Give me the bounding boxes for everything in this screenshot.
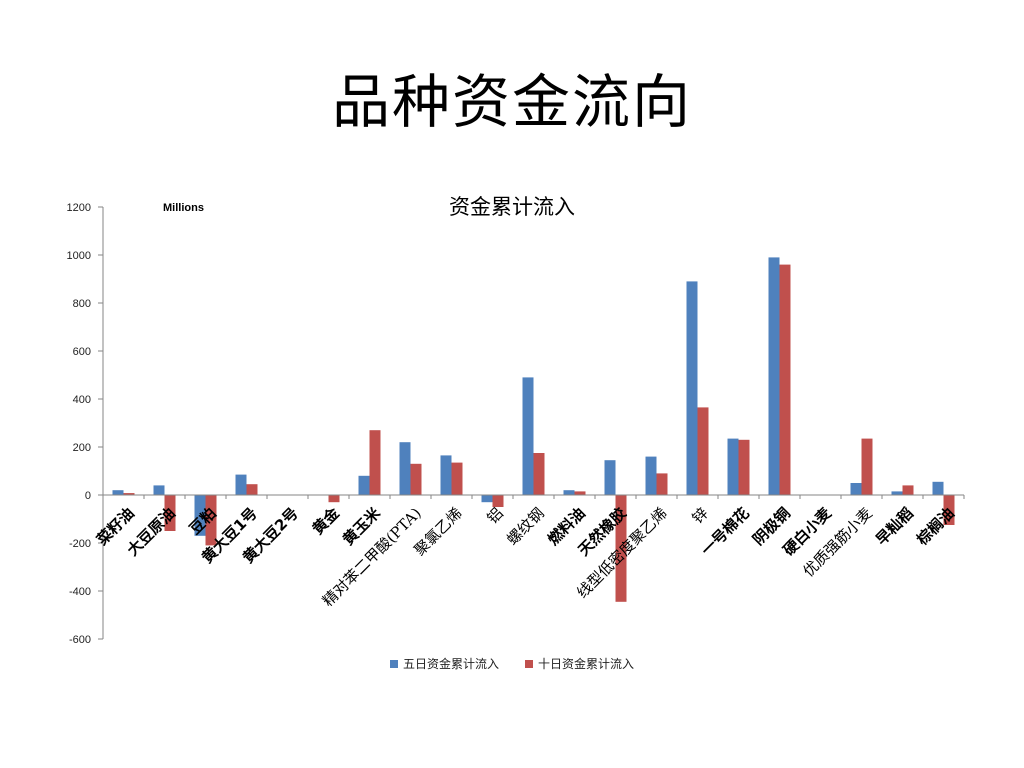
bar-ten-day	[738, 439, 750, 495]
chart-title: 资金累计流入	[449, 195, 575, 219]
bar-five-day	[194, 495, 206, 536]
bar-five-day	[686, 281, 698, 495]
bar-five-day	[235, 474, 247, 495]
x-category-label: 螺纹钢	[503, 504, 548, 549]
unit-label: Millions	[163, 202, 204, 214]
chart-legend: 五日资金累计流入 十日资金累计流入	[0, 655, 1024, 672]
bar-five-day	[522, 377, 534, 495]
bar-ten-day	[861, 438, 873, 495]
slide-title: 品种资金流向	[331, 68, 692, 136]
y-tick-label: -200	[69, 538, 91, 550]
bar-ten-day	[246, 484, 258, 495]
bar-five-day	[727, 438, 739, 495]
bar-ten-day	[902, 485, 914, 495]
bar-ten-day	[615, 495, 627, 602]
legend-label-ten-day: 十日资金累计流入	[538, 657, 635, 671]
legend-swatch-ten-day	[525, 659, 533, 668]
y-tick-label: 800	[73, 298, 91, 310]
y-tick-label: 0	[85, 490, 91, 502]
bar-ten-day	[943, 495, 955, 525]
x-category-label: 早籼稻	[872, 504, 917, 549]
bar-ten-day	[574, 491, 586, 495]
bar-five-day	[563, 490, 575, 495]
bar-five-day	[604, 460, 616, 495]
bar-five-day	[932, 481, 944, 495]
x-category-label: 棕榈油	[913, 504, 958, 549]
legend-item-five-day: 五日资金累计流入	[389, 655, 499, 672]
x-category-label: 锌	[688, 504, 711, 527]
x-category-label: 黄金	[309, 503, 344, 538]
bar-five-day	[153, 485, 165, 495]
legend-label-five-day: 五日资金累计流入	[402, 657, 499, 671]
bar-ten-day	[328, 495, 340, 503]
y-tick-label: 200	[73, 442, 91, 454]
bar-five-day	[768, 257, 780, 495]
bar-ten-day	[656, 473, 668, 495]
bar-five-day	[399, 442, 411, 495]
y-tick-label: 400	[73, 394, 91, 406]
bar-five-day	[891, 491, 903, 495]
bar-five-day	[481, 495, 493, 503]
y-tick-label: 1200	[67, 202, 91, 214]
bar-five-day	[440, 455, 452, 495]
bar-ten-day	[451, 462, 463, 495]
bar-ten-day	[369, 430, 381, 495]
bar-ten-day	[123, 493, 135, 495]
bar-five-day	[850, 483, 862, 495]
legend-swatch-five-day	[389, 659, 398, 668]
bar-ten-day	[697, 407, 709, 495]
y-tick-label: -600	[69, 634, 91, 646]
legend-item-ten-day: 十日资金累计流入	[525, 655, 634, 672]
bar-ten-day	[492, 495, 504, 507]
bar-ten-day	[533, 453, 545, 495]
y-tick-label: 1000	[67, 250, 91, 262]
y-tick-label: 600	[73, 346, 91, 358]
bar-five-day	[645, 456, 657, 495]
x-category-label: 铝	[483, 504, 506, 527]
bar-five-day	[112, 490, 124, 495]
bar-five-day	[358, 475, 370, 495]
bar-ten-day	[205, 495, 217, 546]
bar-ten-day	[779, 264, 791, 495]
bar-ten-day	[410, 463, 422, 495]
y-tick-label: -400	[69, 586, 91, 598]
bar-ten-day	[164, 495, 176, 531]
